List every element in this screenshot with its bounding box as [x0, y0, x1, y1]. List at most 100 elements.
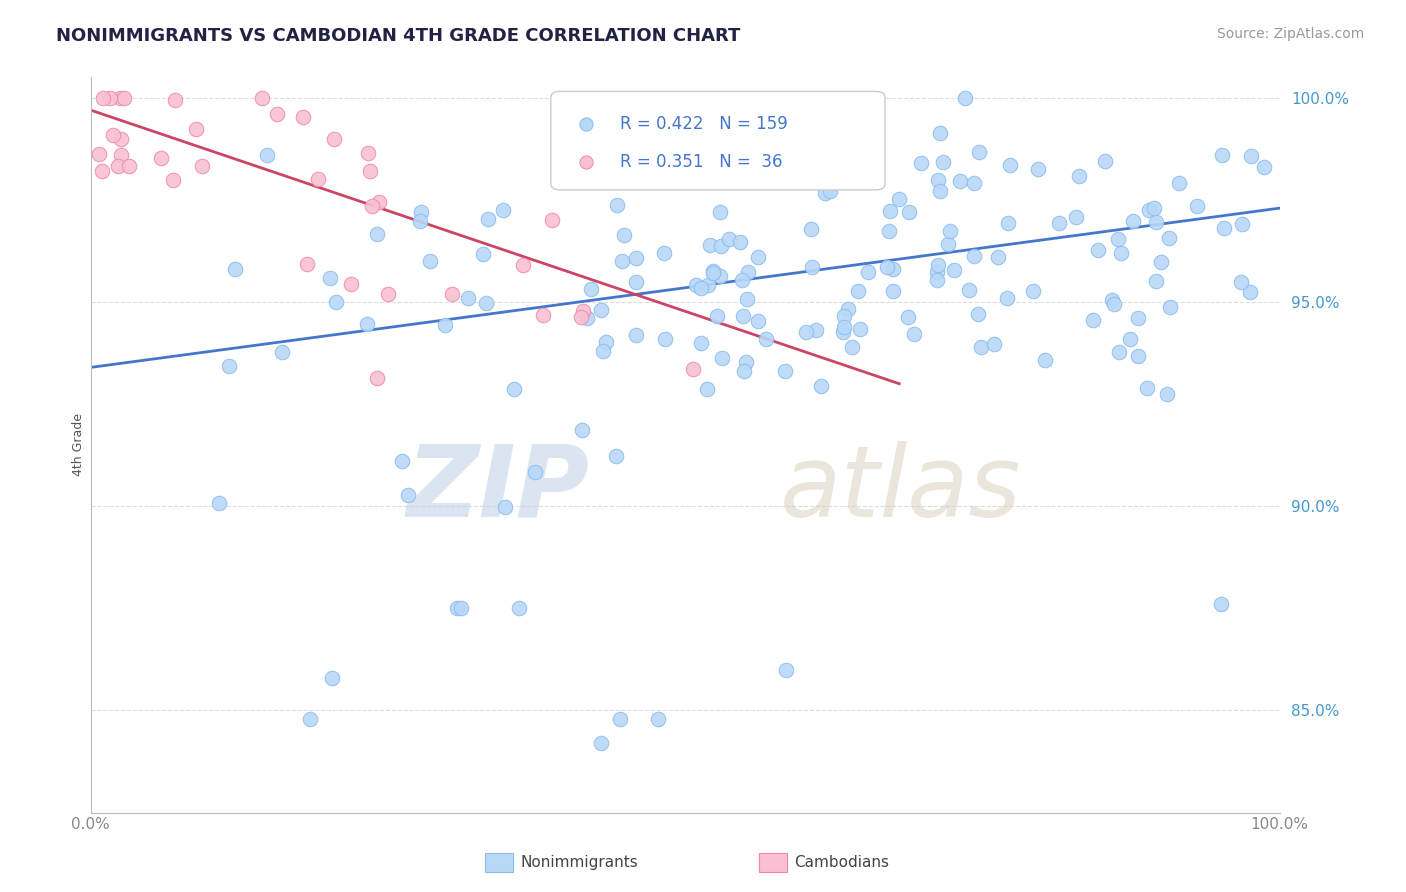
Point	[949, 174, 972, 188]
Point	[1122, 213, 1144, 227]
Point	[101, 128, 124, 143]
Point	[571, 424, 593, 438]
Point	[927, 273, 949, 287]
Point	[735, 292, 758, 306]
Point	[321, 671, 343, 685]
Point	[775, 663, 797, 677]
Point	[846, 285, 869, 299]
Point	[366, 227, 388, 242]
Point	[474, 296, 496, 310]
Point	[1033, 352, 1056, 367]
Point	[1230, 217, 1253, 231]
Point	[419, 253, 441, 268]
Point	[446, 601, 468, 615]
Point	[367, 195, 389, 210]
Text: Source: ZipAtlas.com: Source: ZipAtlas.com	[1216, 27, 1364, 41]
Point	[1144, 275, 1167, 289]
Point	[997, 216, 1019, 230]
Point	[837, 301, 859, 316]
Point	[292, 110, 315, 124]
Point	[804, 323, 827, 337]
Text: R = 0.351   N =  36: R = 0.351 N = 36	[620, 153, 782, 171]
Point	[841, 340, 863, 354]
Point	[572, 304, 595, 318]
Point	[709, 268, 731, 283]
Point	[492, 203, 515, 218]
Point	[218, 359, 240, 373]
Point	[91, 164, 114, 178]
Point	[1087, 243, 1109, 257]
Point	[897, 310, 920, 324]
Point	[1022, 284, 1045, 298]
Point	[502, 382, 524, 396]
Text: Nonimmigrants: Nonimmigrants	[520, 855, 638, 870]
Point	[1137, 202, 1160, 217]
Point	[117, 159, 139, 173]
Point	[299, 712, 322, 726]
Point	[927, 259, 949, 273]
Point	[1119, 332, 1142, 346]
Point	[613, 227, 636, 242]
Point	[433, 318, 456, 332]
Point	[814, 186, 837, 200]
Point	[832, 319, 855, 334]
Point	[654, 332, 676, 346]
Point	[1239, 285, 1261, 300]
Point	[494, 500, 516, 515]
Point	[149, 151, 172, 165]
Point	[682, 362, 704, 376]
Point	[882, 285, 904, 299]
Point	[1150, 254, 1173, 268]
Point	[579, 282, 602, 296]
Point	[318, 271, 340, 285]
Point	[605, 450, 627, 464]
FancyBboxPatch shape	[485, 853, 513, 872]
Point	[927, 173, 949, 187]
Point	[295, 256, 318, 270]
Point	[1168, 176, 1191, 190]
Point	[810, 378, 832, 392]
Point	[731, 273, 754, 287]
Point	[735, 355, 758, 369]
Point	[256, 148, 278, 162]
Point	[731, 309, 754, 323]
Point	[1081, 312, 1104, 326]
Point	[728, 235, 751, 249]
Text: NONIMMIGRANTS VS CAMBODIAN 4TH GRADE CORRELATION CHART: NONIMMIGRANTS VS CAMBODIAN 4TH GRADE COR…	[56, 27, 741, 45]
Point	[1144, 215, 1167, 229]
Point	[879, 203, 901, 218]
Point	[696, 278, 718, 293]
Point	[1143, 201, 1166, 215]
Point	[391, 454, 413, 468]
Point	[107, 159, 129, 173]
Point	[1159, 300, 1181, 314]
Point	[969, 340, 991, 354]
Point	[963, 249, 986, 263]
Point	[1047, 216, 1070, 230]
Y-axis label: 4th Grade: 4th Grade	[72, 414, 84, 476]
Point	[1128, 311, 1150, 326]
Point	[903, 327, 925, 342]
Point	[409, 214, 432, 228]
Point	[1026, 161, 1049, 176]
Point	[820, 184, 842, 198]
FancyBboxPatch shape	[551, 91, 884, 190]
Point	[252, 91, 274, 105]
Point	[897, 204, 920, 219]
Point	[755, 332, 778, 346]
Point	[626, 327, 648, 342]
Point	[411, 205, 433, 219]
Point	[575, 560, 598, 574]
Point	[932, 154, 955, 169]
Point	[1102, 297, 1125, 311]
Point	[361, 199, 384, 213]
Point	[801, 260, 824, 275]
Point	[876, 260, 898, 275]
Point	[91, 91, 114, 105]
Point	[441, 287, 464, 301]
Point	[967, 307, 990, 321]
Point	[591, 302, 613, 317]
Point	[325, 295, 347, 310]
Point	[1159, 231, 1181, 245]
Point	[737, 265, 759, 279]
